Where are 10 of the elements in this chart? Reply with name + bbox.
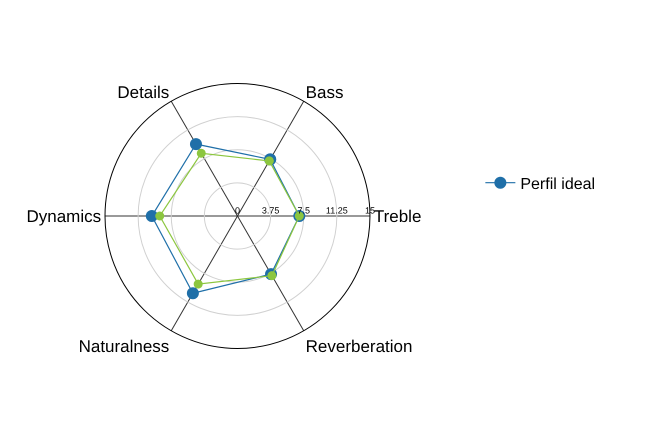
- legend-label: Perfil ideal: [520, 176, 596, 193]
- spoke-label: Treble: [374, 206, 422, 226]
- y-tick-label: 7.5: [297, 206, 310, 216]
- y-tick-label: 11.25: [326, 206, 348, 216]
- spoke-label: Naturalness: [78, 336, 170, 356]
- y-tick-label: 3.75: [262, 206, 280, 216]
- spoke-label: Dynamics: [26, 206, 102, 226]
- spoke-label: Reverberation: [306, 336, 412, 356]
- spoke-label: Details: [117, 82, 170, 102]
- spoke-label: Bass: [306, 82, 344, 102]
